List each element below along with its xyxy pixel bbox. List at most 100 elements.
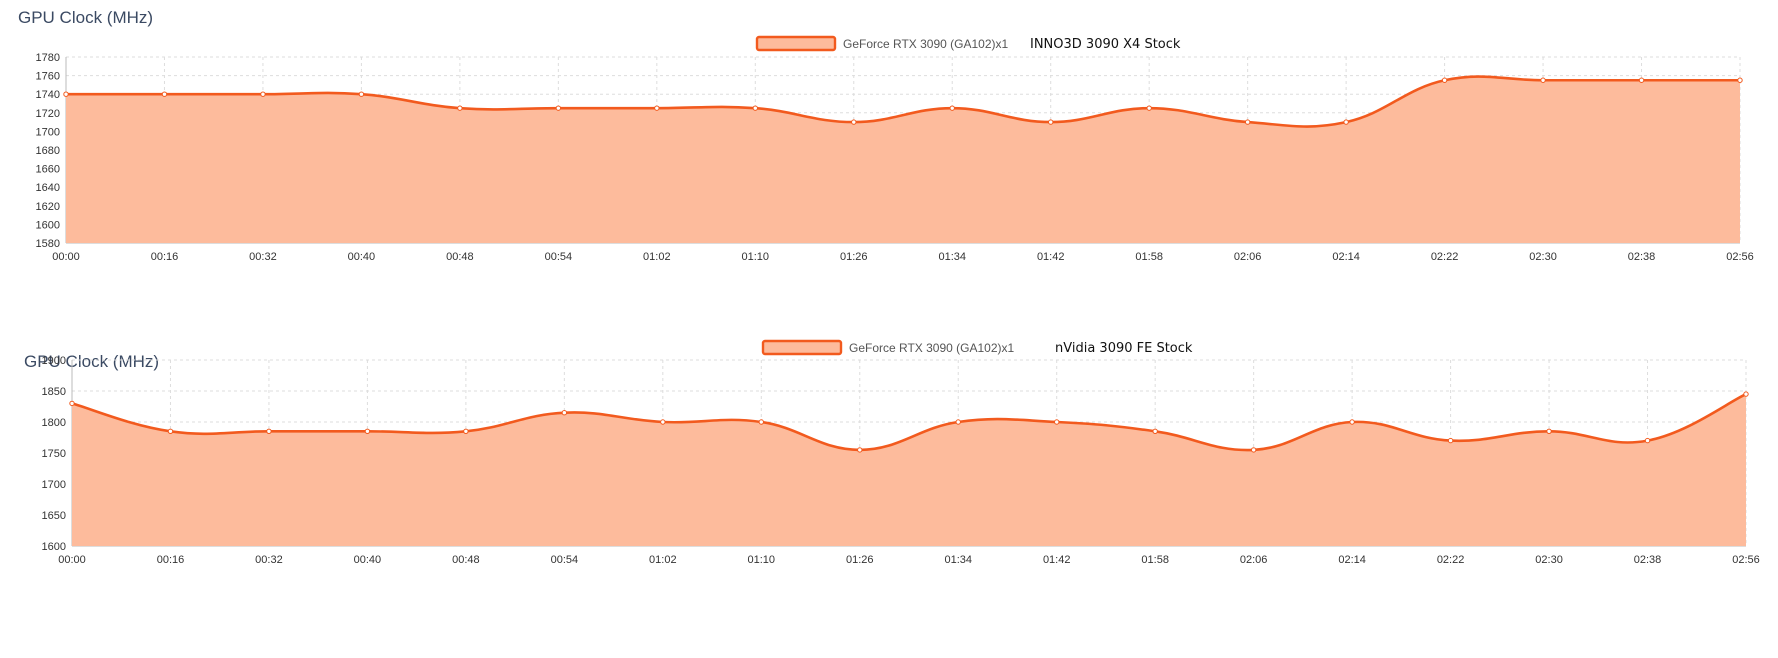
x-tick-label: 01:26 [846, 554, 874, 566]
legend-label: GeForce RTX 3090 (GA102)x1 [843, 37, 1009, 51]
x-tick-label: 01:58 [1141, 554, 1169, 566]
data-point [167, 428, 174, 435]
data-point [1048, 119, 1054, 125]
data-point [1152, 428, 1158, 435]
data-point [1244, 119, 1251, 125]
x-tick-label: 02:22 [1431, 251, 1459, 263]
x-tick-label: 01:42 [1037, 251, 1065, 263]
x-tick-label: 01:42 [1043, 554, 1071, 566]
data-point [63, 91, 69, 97]
x-tick-label: 00:48 [446, 251, 474, 263]
x-tick-label: 01:10 [742, 251, 770, 263]
data-point [1546, 428, 1552, 435]
x-tick-label: 01:34 [938, 251, 966, 263]
x-tick-label: 00:54 [545, 251, 573, 263]
data-point [358, 91, 365, 97]
data-point [660, 419, 666, 425]
data-point [463, 428, 469, 435]
data-point [1349, 419, 1355, 425]
chart-1-title: GPU Clock (MHz) [18, 8, 154, 27]
data-point [1644, 437, 1651, 444]
x-tick-label: 02:30 [1535, 554, 1563, 566]
data-point [752, 105, 758, 111]
x-tick-label: 01:02 [643, 251, 671, 263]
y-tick-label: 1680 [36, 145, 60, 157]
x-tick-label: 00:40 [354, 554, 382, 566]
x-tick-label: 01:34 [944, 554, 972, 566]
x-tick-label: 02:14 [1332, 251, 1360, 263]
x-tick-label: 01:26 [840, 251, 868, 263]
data-point [1638, 77, 1645, 83]
x-tick-label: 02:14 [1338, 554, 1366, 566]
x-tick-label: 00:48 [452, 554, 480, 566]
y-tick-label: 1780 [36, 52, 60, 64]
y-tick-label: 1600 [42, 541, 66, 553]
data-point [1447, 437, 1454, 444]
data-point [758, 419, 764, 425]
x-tick-label: 02:56 [1732, 554, 1760, 566]
x-tick-label: 02:38 [1628, 251, 1656, 263]
x-tick-label: 00:00 [52, 251, 80, 263]
chart-2-title: GPU Clock (MHz) [24, 352, 160, 371]
x-tick-label: 00:00 [58, 554, 86, 566]
data-point [1250, 447, 1257, 453]
x-tick-label: 02:22 [1437, 554, 1465, 566]
x-tick-label: 02:56 [1726, 251, 1754, 263]
data-point [955, 419, 961, 425]
y-tick-label: 1900 [42, 355, 66, 367]
y-tick-label: 1720 [36, 108, 60, 120]
series-area-fill [72, 394, 1746, 546]
legend-label: GeForce RTX 3090 (GA102)x1 [849, 341, 1015, 355]
data-point [1343, 119, 1349, 125]
gpu-clock-chart-nvidia-fe: 1600 1650 1700 1750 1800 1850 1900 00:00 00:16 00… [42, 339, 1760, 566]
y-tick-label: 1580 [36, 238, 60, 250]
y-tick-label: 1740 [36, 89, 60, 101]
y-tick-label: 1650 [42, 510, 66, 522]
data-point [457, 105, 463, 111]
chart-annotation: INNO3D 3090 X4 Stock [1030, 37, 1181, 52]
series-area-fill [66, 76, 1740, 243]
chart-annotation: nVidia 3090 FE Stock [1055, 341, 1193, 356]
data-point [364, 428, 371, 435]
x-tick-label: 01:58 [1135, 251, 1163, 263]
x-tick-label: 02:30 [1529, 251, 1557, 263]
data-point [69, 400, 75, 407]
x-tick-label: 02:38 [1634, 554, 1662, 566]
data-point [949, 105, 955, 111]
legend-swatch [755, 35, 837, 52]
x-tick-label: 02:06 [1240, 554, 1268, 566]
x-tick-label: 00:32 [249, 251, 277, 263]
y-tick-label: 1600 [36, 219, 60, 231]
data-point [1146, 105, 1152, 111]
data-point [654, 105, 660, 111]
legend-swatch [761, 339, 843, 356]
x-tick-label: 00:40 [348, 251, 376, 263]
x-tick-label: 01:10 [748, 554, 776, 566]
data-point [1743, 391, 1749, 397]
y-tick-label: 1750 [42, 448, 66, 460]
y-tick-label: 1760 [36, 71, 60, 83]
data-point [266, 428, 272, 435]
y-tick-label: 1640 [36, 182, 60, 194]
y-tick-label: 1800 [42, 417, 66, 429]
data-point [1441, 77, 1448, 83]
data-point [1540, 77, 1546, 83]
data-point [1054, 419, 1060, 425]
y-tick-label: 1850 [42, 386, 66, 398]
y-tick-label: 1700 [42, 479, 66, 491]
x-tick-label: 02:06 [1234, 251, 1262, 263]
x-tick-label: 00:16 [151, 251, 179, 263]
x-tick-label: 00:54 [551, 554, 579, 566]
data-point [161, 91, 168, 97]
data-point [260, 91, 266, 97]
data-point [1737, 77, 1743, 83]
y-tick-label: 1660 [36, 164, 60, 176]
data-point [851, 119, 857, 125]
x-tick-label: 00:16 [157, 554, 185, 566]
x-tick-label: 01:02 [649, 554, 677, 566]
gpu-clock-chart-inno3d: 1580 1600 1620 1640 1660 1680 1700 1720 1740 1760… [36, 35, 1754, 263]
y-tick-label: 1700 [36, 126, 60, 138]
data-point [857, 447, 863, 453]
data-point [555, 105, 562, 111]
x-tick-label: 00:32 [255, 554, 283, 566]
